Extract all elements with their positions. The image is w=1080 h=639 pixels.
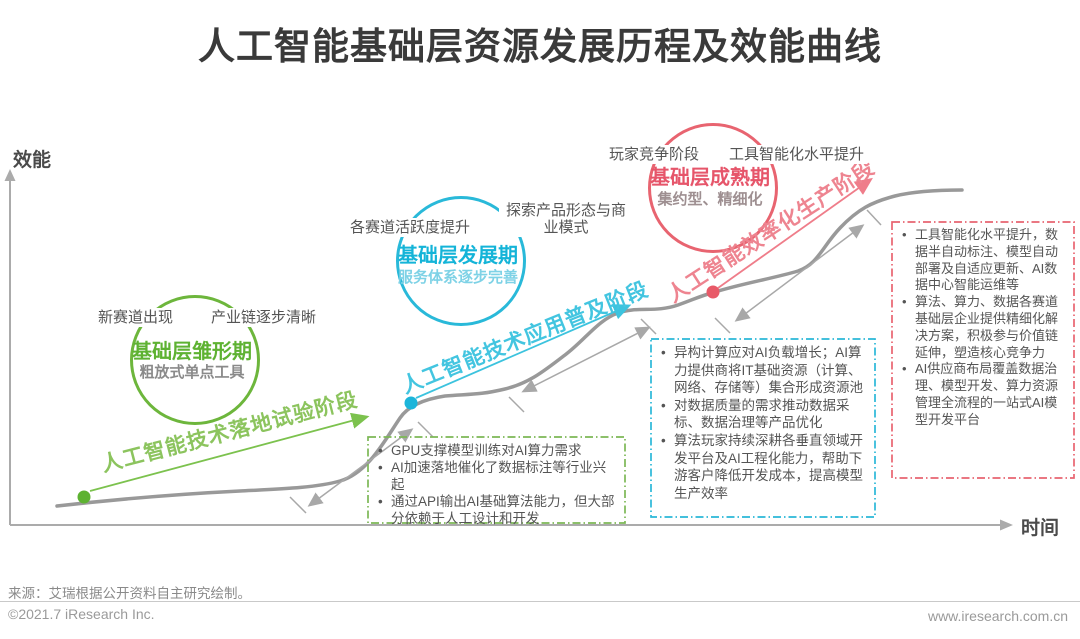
footer-divider — [0, 601, 1080, 602]
source-note: 来源：艾瑞根据公开资料自主研究绘制。 — [8, 586, 251, 601]
blue-label-left: 各赛道活跃度提升 — [347, 218, 474, 237]
red-stage-circle — [648, 123, 778, 253]
page-title: 人工智能基础层资源发展历程及效能曲线 — [198, 26, 882, 67]
blue-stage-circle — [396, 196, 526, 326]
blue-stage-dot — [404, 396, 418, 410]
bullet-item: GPU支撑模型训练对AI算力需求 — [374, 442, 617, 459]
bullet-item: 通过API输出AI基础算法能力，但大部分依赖于人工设计和开发 — [374, 493, 617, 527]
bullet-item: 异构计算应对AI负载增长；AI算力提供商将IT基础资源（计算、网络、存储等）集合… — [657, 344, 867, 397]
red-note-box-border — [891, 221, 1075, 479]
bullet-item: 算法、算力、数据各赛道基础层企业提供精细化解决方案，积极参与价值链延伸，塑造核心… — [898, 294, 1066, 361]
green-label-left: 新赛道出现 — [95, 308, 177, 327]
blue-circle-subtitle: 服务体系逐步完善 — [397, 269, 518, 286]
red-stage-dot — [706, 285, 720, 299]
blue-bullet-list: 异构计算应对AI负载增长；AI算力提供商将IT基础资源（计算、网络、存储等）集合… — [657, 344, 867, 502]
x-axis-arrowhead — [1000, 519, 1013, 531]
blue-note-box-border — [650, 338, 876, 518]
green-stage-dot — [77, 490, 91, 504]
bullet-item: 工具智能化水平提升，数据半自动标注、模型自动部署及自适应更新、AI数据中心智能运… — [898, 227, 1066, 294]
bullet-item: AI供应商布局覆盖数据治理、模型开发、算力资源管理全流程的一站式AI模型开发平台 — [898, 361, 1066, 428]
red-circle-subtitle: 集约型、精细化 — [657, 191, 763, 208]
red-label-right: 工具智能化水平提升 — [726, 145, 868, 164]
x-axis-label: 时间 — [1021, 518, 1060, 539]
red-note-box: 工具智能化水平提升，数据半自动标注、模型自动部署及自适应更新、AI数据中心智能运… — [892, 222, 1074, 478]
green-bullet-list: GPU支撑模型训练对AI算力需求AI加速落地催化了数据标注等行业兴起通过API输… — [374, 442, 617, 527]
copyright: ©2021.7 iResearch Inc. — [8, 606, 155, 622]
blue-circle-title: 基础层发展期 — [398, 245, 518, 267]
blue-label-right: 探索产品形态与商业模式 — [499, 201, 633, 237]
green-circle-subtitle: 粗放式单点工具 — [139, 364, 245, 381]
red-label-left: 玩家竞争阶段 — [606, 145, 703, 164]
bullet-item: 对数据质量的需求推动数据采标、数据治理等产品优化 — [657, 397, 867, 432]
green-note-box: GPU支撑模型训练对AI算力需求AI加速落地催化了数据标注等行业兴起通过API输… — [368, 437, 625, 526]
green-stage-circle — [130, 295, 260, 425]
y-axis-arrowhead — [4, 169, 16, 181]
y-axis-label: 效能 — [13, 150, 52, 171]
green-label-right: 产业链逐步清晰 — [208, 308, 320, 327]
red-circle-title: 基础层成熟期 — [650, 167, 770, 189]
red-bullet-list: 工具智能化水平提升，数据半自动标注、模型自动部署及自适应更新、AI数据中心智能运… — [898, 227, 1066, 429]
green-circle-title: 基础层雏形期 — [132, 341, 252, 363]
bullet-item: 算法玩家持续深耕各垂直领域开发平台及AI工程化能力，帮助下游客户降低开发成本，提… — [657, 432, 867, 502]
website-url: www.iresearch.com.cn — [927, 608, 1068, 624]
bullet-item: AI加速落地催化了数据标注等行业兴起 — [374, 459, 617, 493]
blue-note-box: 异构计算应对AI负载增长；AI算力提供商将IT基础资源（计算、网络、存储等）集合… — [651, 339, 875, 517]
